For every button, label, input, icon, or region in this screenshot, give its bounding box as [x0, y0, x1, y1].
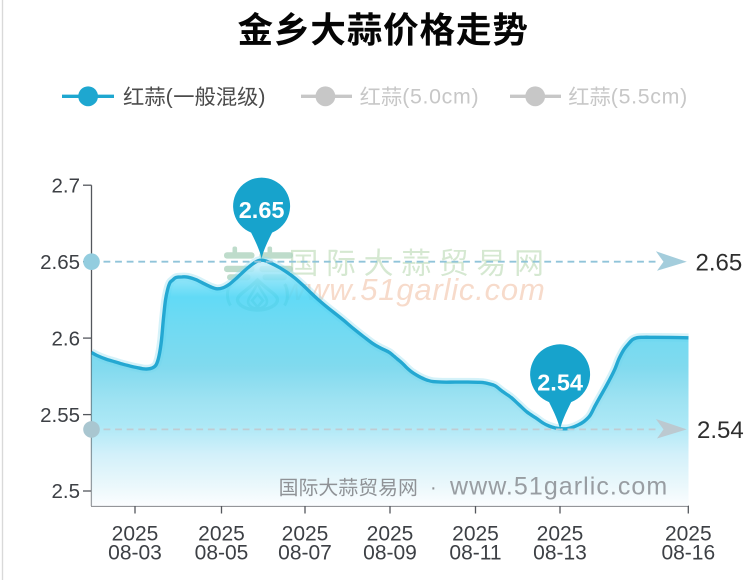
- svg-text:2.65: 2.65: [696, 249, 743, 276]
- svg-text:2025: 2025: [282, 523, 329, 546]
- svg-text:08-05: 08-05: [195, 542, 249, 565]
- svg-text:08-07: 08-07: [278, 542, 332, 565]
- svg-text:2.5: 2.5: [52, 480, 81, 503]
- svg-text:www.51garlic.com: www.51garlic.com: [449, 473, 668, 501]
- svg-text:2.54: 2.54: [697, 417, 744, 444]
- svg-text:2025: 2025: [198, 523, 245, 546]
- svg-text:2025: 2025: [367, 523, 414, 546]
- svg-text:2025: 2025: [112, 523, 159, 546]
- svg-text:08-11: 08-11: [449, 542, 501, 565]
- svg-text:2.65: 2.65: [40, 251, 80, 274]
- svg-text:2025: 2025: [665, 523, 712, 546]
- svg-text:2.6: 2.6: [52, 327, 81, 350]
- svg-text:(5.0cm): (5.0cm): [402, 85, 479, 109]
- svg-text:2.55: 2.55: [40, 404, 80, 427]
- svg-text:08-16: 08-16: [661, 542, 715, 565]
- svg-text:·: ·: [430, 477, 437, 499]
- svg-text:(: (: [166, 85, 173, 109]
- svg-text:2025: 2025: [452, 523, 499, 546]
- svg-text:2025: 2025: [537, 523, 584, 546]
- svg-text:2.54: 2.54: [537, 370, 583, 396]
- svg-text:www.51garlic.com: www.51garlic.com: [283, 272, 546, 307]
- svg-text:(5.5cm): (5.5cm): [611, 85, 688, 109]
- svg-text:): ): [258, 85, 265, 109]
- svg-text:2.65: 2.65: [239, 197, 285, 223]
- svg-text:08-13: 08-13: [533, 542, 587, 565]
- svg-text:2.7: 2.7: [52, 174, 81, 197]
- svg-text:08-09: 08-09: [363, 542, 417, 565]
- svg-text:08-03: 08-03: [108, 542, 162, 565]
